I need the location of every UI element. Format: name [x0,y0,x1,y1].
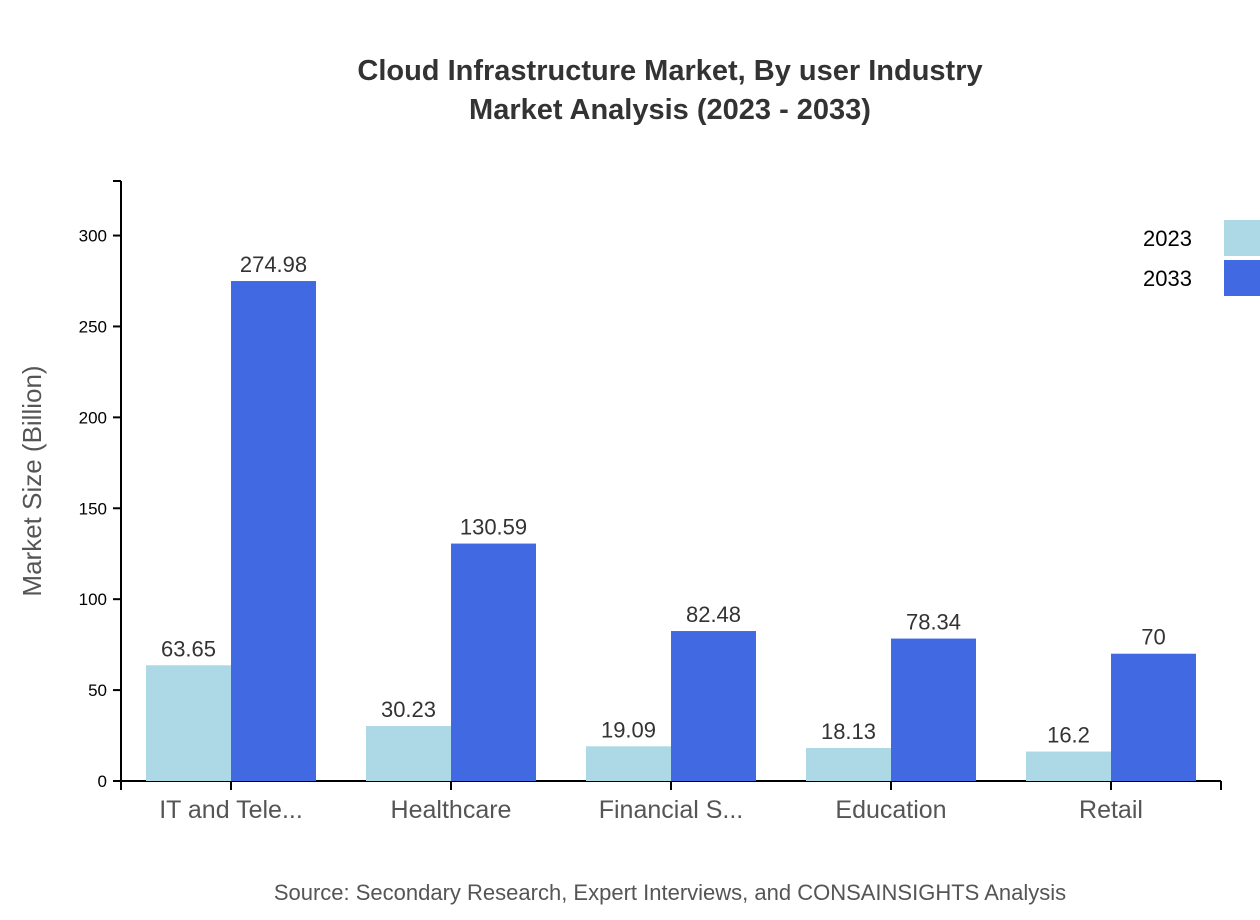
legend-label: 2023 [1143,226,1192,251]
data-label: 82.48 [686,602,741,627]
x-tick-label: Retail [1079,796,1143,824]
x-tick-label: Education [835,796,946,824]
bar-2023 [805,748,891,781]
data-label: 30.23 [381,697,436,722]
y-tick-label: 100 [79,590,107,609]
x-tick-label: Healthcare [391,796,512,824]
legend-swatch-2033 [1224,260,1260,296]
chart-title: Cloud Infrastructure Market, By user Ind… [357,55,982,87]
bar-2033 [1111,653,1197,781]
plot-area: 0 50 100 150 200 250 300 IT and Tele... 63.65 274… [79,180,1222,824]
x-tick-label: Financial S... [599,796,744,824]
bar-2033 [451,543,537,781]
y-tick-label: 300 [79,227,107,246]
legend: 2023 2033 [1143,220,1260,296]
data-label: 63.65 [161,636,216,661]
bar-2023 [145,665,231,781]
data-label: 18.13 [821,719,876,744]
y-tick-label: 50 [88,681,107,700]
legend-swatch-2023 [1224,220,1260,256]
bar-2033 [671,631,757,781]
y-tick-label: 250 [79,317,107,336]
y-axis-label: Market Size (Billion) [17,365,47,596]
bar-2023 [365,726,451,781]
data-label: 19.09 [601,717,656,742]
legend-label: 2033 [1143,266,1192,291]
y-tick-label: 150 [79,499,107,518]
data-label: 130.59 [460,515,527,540]
data-label: 78.34 [906,610,961,635]
bar-2033 [891,638,977,781]
data-label: 274.98 [240,252,307,277]
source-note: Source: Secondary Research, Expert Inter… [274,880,1066,905]
bar-2023 [585,746,671,781]
y-tick-label: 0 [98,772,107,791]
bar-2023 [1025,751,1111,781]
data-label: 16.2 [1047,723,1090,748]
data-label: 70 [1141,625,1165,650]
y-tick-label: 200 [79,408,107,427]
chart-subtitle: Market Analysis (2023 - 2033) [469,94,871,126]
x-tick-label: IT and Tele... [159,796,303,824]
bar-2033 [231,281,317,781]
